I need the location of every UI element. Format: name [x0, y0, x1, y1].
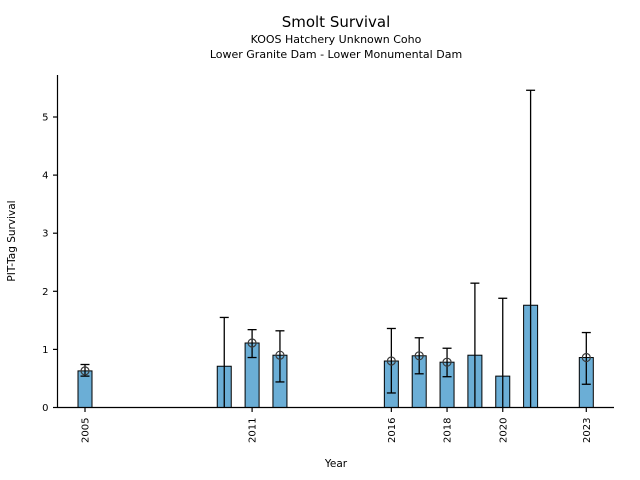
point-marker [275, 350, 285, 360]
chart-title: Smolt Survival [282, 13, 391, 31]
y-axis-title: PIT-Tag Survival [6, 200, 18, 281]
x-axis-title: Year [324, 458, 348, 470]
y-tick-label: 0 [42, 403, 48, 414]
point-marker [414, 351, 424, 361]
x-tick-label: 2011 [248, 418, 259, 443]
x-tick-label: 2020 [498, 418, 509, 443]
y-tick-label: 2 [42, 287, 48, 298]
point-marker [247, 338, 257, 348]
point-marker [581, 352, 591, 363]
chart-subtitle-species: KOOS Hatchery Unknown Coho [251, 33, 422, 46]
y-tick-label: 3 [42, 229, 48, 240]
x-tick-label: 2018 [443, 418, 454, 443]
y-tick-label: 5 [42, 113, 48, 124]
x-tick-label: 2005 [81, 418, 92, 443]
x-tick-label: 2023 [582, 418, 593, 443]
chart-subtitle-reach: Lower Granite Dam - Lower Monumental Dam [210, 48, 462, 61]
point-marker [442, 357, 452, 367]
y-tick-label: 4 [42, 171, 48, 182]
point-marker [386, 356, 396, 366]
y-tick-label: 1 [42, 345, 48, 356]
x-tick-label: 2016 [387, 418, 398, 443]
plot-area: 0 1 2 3 4 5 2005 2011 2016 2018 2020 2023 [42, 75, 614, 443]
point-marker [80, 366, 90, 376]
